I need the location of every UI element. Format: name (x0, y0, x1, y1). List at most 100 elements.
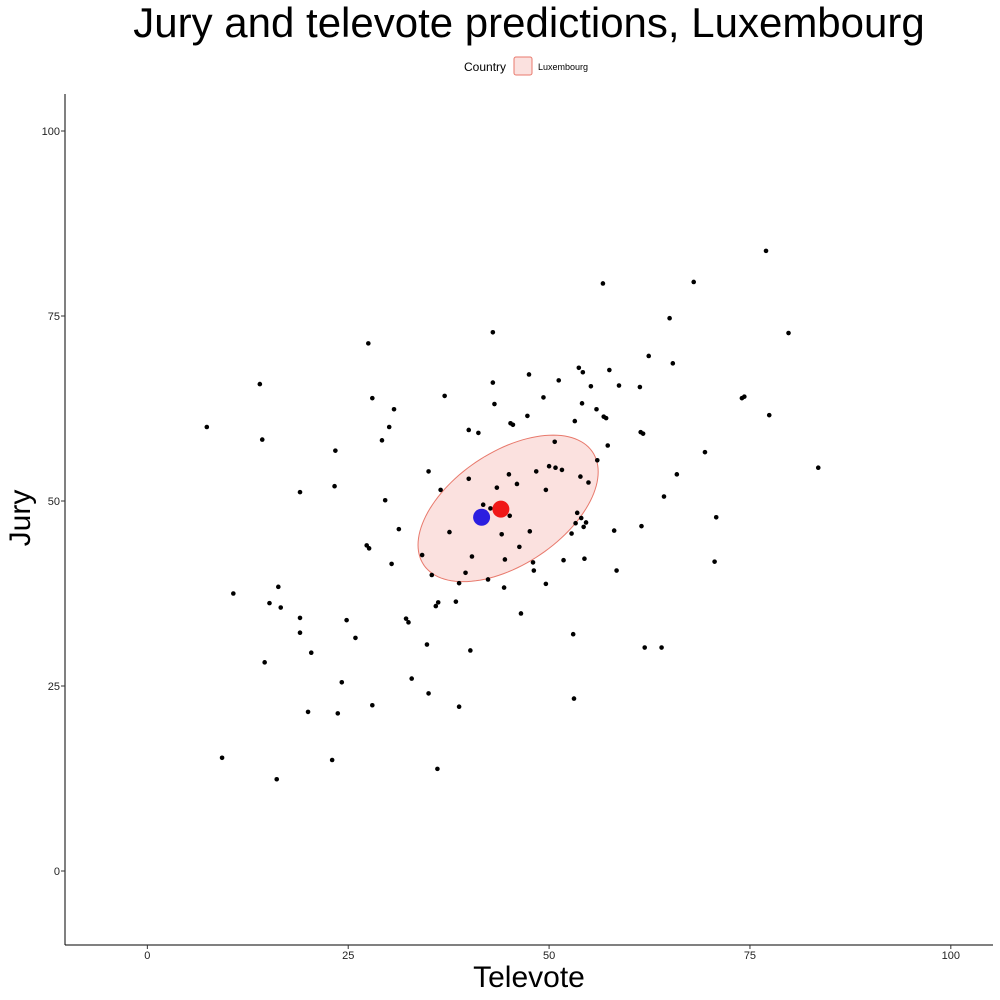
scatter-point (507, 513, 513, 519)
scatter-point (815, 465, 821, 471)
scatter-point (786, 330, 791, 336)
scatter-point (453, 599, 459, 604)
scatter-point (406, 620, 411, 625)
scatter-point (552, 439, 558, 445)
scatter-point (531, 568, 537, 573)
scatter-point (702, 449, 708, 455)
scatter-point (339, 680, 345, 685)
scatter-point (583, 520, 589, 525)
scatter-point (586, 480, 591, 485)
scatter-point (447, 529, 452, 535)
scatter-point (713, 514, 719, 520)
scatter-point (667, 315, 672, 321)
scatter-point (463, 570, 468, 576)
scatter-point (530, 560, 536, 565)
scatter-point (674, 472, 680, 477)
scatter-point (517, 544, 522, 550)
scatter-point (329, 757, 335, 763)
scatter-point (333, 448, 338, 453)
x-tick-label: 75 (744, 950, 756, 962)
scatter-point (576, 365, 582, 371)
scatter-point (578, 474, 583, 479)
scatter-point (527, 529, 533, 534)
scatter-point (466, 427, 472, 433)
scatter-point (510, 422, 516, 428)
scatter-point (570, 631, 576, 637)
scatter-point (594, 406, 599, 412)
scatter-point (480, 502, 486, 508)
scatter-point (476, 430, 481, 436)
scatter-point (518, 611, 524, 616)
scatter-point (594, 458, 600, 463)
x-tick-label: 100 (942, 950, 960, 962)
scatter-point (611, 528, 617, 533)
scatter-point (578, 515, 584, 521)
scatter-point (582, 556, 587, 562)
scatter-point (308, 650, 314, 655)
scatter-point (603, 415, 609, 421)
scatter-point (433, 603, 439, 609)
scatter-point (469, 554, 475, 559)
scatter-point (605, 443, 611, 448)
scatter-point (219, 755, 225, 761)
legend-key-luxembourg (513, 56, 533, 76)
scatter-point (204, 424, 210, 430)
scatter-point (429, 572, 435, 578)
scatter-point (571, 696, 577, 701)
scatter-point (353, 635, 358, 641)
scatter-point (561, 557, 566, 563)
scatter-point (574, 510, 580, 516)
y-axis-title: Jury (4, 490, 37, 547)
chart-title: Jury and televote predictions, Luxembour… (133, 0, 924, 46)
scatter-point (391, 406, 397, 412)
scatter-point (403, 616, 409, 621)
scatter-point (553, 465, 558, 471)
legend-title: Country (464, 60, 506, 74)
scatter-point (541, 395, 546, 400)
scatter-point (514, 481, 520, 487)
scatter-point (546, 463, 552, 469)
scatter-point (466, 476, 472, 482)
x-tick-label: 25 (342, 950, 354, 962)
scatter-point (379, 438, 385, 443)
scatter-point (533, 469, 539, 474)
scatter-point (670, 361, 676, 366)
scatter-point (501, 585, 507, 590)
scatter-point (569, 531, 574, 536)
y-tick-label: 25 (48, 681, 60, 693)
legend-label-luxembourg: Luxembourg (538, 62, 588, 72)
scatter-point (259, 437, 265, 442)
scatter-point (691, 279, 697, 285)
scatter-point (257, 381, 263, 387)
blue-prediction-marker (473, 508, 491, 526)
scatter-point (370, 395, 375, 401)
y-tick-label: 100 (42, 126, 60, 138)
scatter-point (435, 766, 440, 772)
scatter-point (426, 469, 431, 474)
scatter-point (572, 418, 578, 424)
scatter-point (616, 383, 622, 388)
scatter-point (640, 431, 646, 436)
scatter-point (490, 329, 496, 335)
scatter-point (456, 704, 462, 710)
scatter-point (297, 630, 303, 636)
plot-area (204, 248, 821, 782)
scatter-point (766, 412, 772, 418)
scatter-point (262, 660, 267, 665)
scatter-point (278, 605, 284, 610)
y-tick-label: 0 (54, 866, 60, 878)
scatter-point (659, 645, 664, 650)
y-tick-label: 75 (48, 311, 60, 323)
scatter-point (274, 776, 280, 782)
scatter-point (579, 401, 585, 406)
scatter-point (389, 561, 394, 567)
scatter-point (580, 369, 586, 375)
scatter-point (442, 393, 447, 399)
scatter-point (231, 591, 236, 596)
scatter-point (499, 532, 504, 537)
scatter-point (506, 472, 512, 477)
scatter-point (426, 691, 431, 696)
scatter-point (409, 676, 414, 681)
y-tick-label: 50 (48, 496, 60, 508)
